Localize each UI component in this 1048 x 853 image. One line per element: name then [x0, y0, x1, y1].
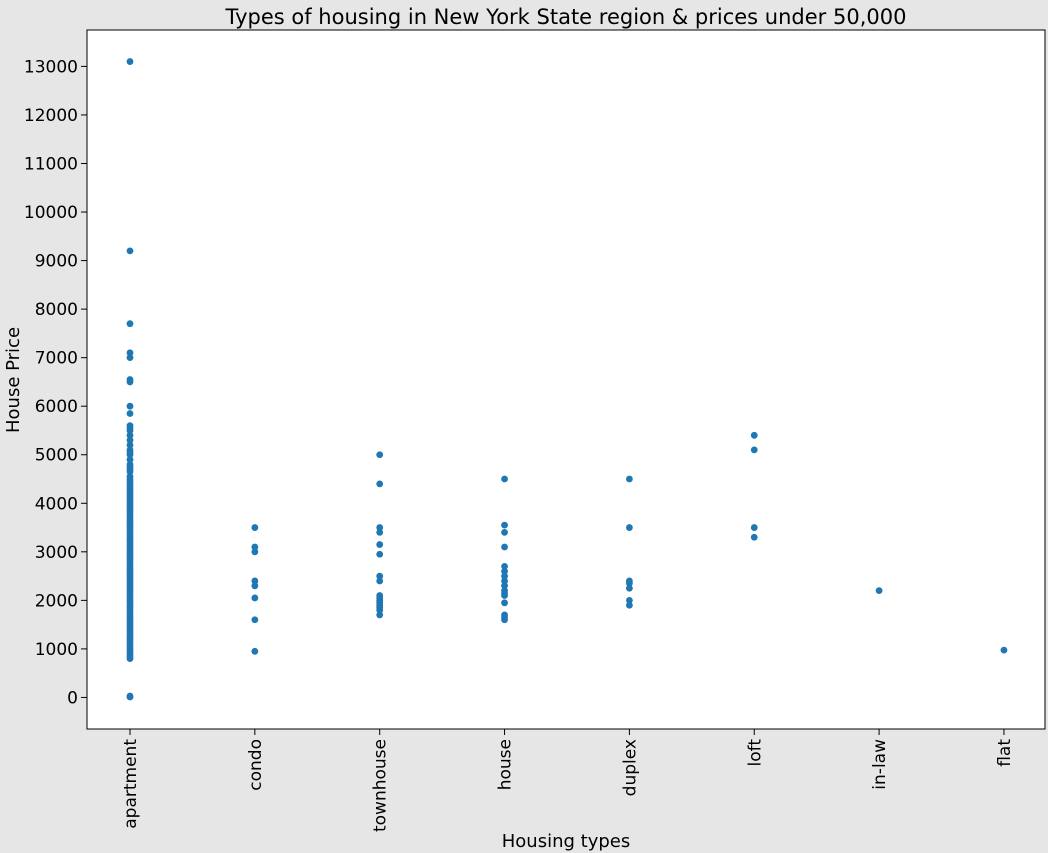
- x-axis-ticks: apartment condo townhouse house duplex loft in…: [121, 729, 1015, 832]
- data-point: [501, 543, 508, 551]
- y-tick-label: 5000: [35, 446, 78, 466]
- data-point: [376, 577, 384, 585]
- x-tick-label: apartment: [121, 739, 141, 829]
- data-point: [501, 521, 508, 529]
- data-point: [251, 616, 259, 624]
- data-point: [126, 378, 134, 386]
- data-point: [126, 410, 134, 417]
- y-tick-label: 7000: [35, 349, 78, 369]
- y-tick-label: 4000: [35, 494, 78, 514]
- data-point: [376, 550, 384, 558]
- x-tick-label: townhouse: [371, 739, 391, 832]
- data-point: [126, 468, 134, 476]
- data-point: [501, 567, 508, 575]
- x-tick-label: flat: [995, 739, 1015, 767]
- data-point: [750, 431, 758, 439]
- data-point: [126, 58, 134, 65]
- data-point: [501, 562, 508, 570]
- chart-title: Types of housing in New York State regio…: [225, 5, 907, 29]
- y-tick-label: 8000: [35, 300, 78, 320]
- data-point: [126, 427, 134, 434]
- data-point: [126, 655, 134, 663]
- data-point: [501, 529, 508, 536]
- data-point: [750, 446, 758, 454]
- data-point: [501, 572, 508, 580]
- data-point: [501, 592, 508, 599]
- data-point: [626, 601, 633, 609]
- data-point: [501, 582, 508, 590]
- data-point: [126, 693, 134, 701]
- data-point: [251, 647, 259, 655]
- data-point: [126, 451, 134, 459]
- data-point: [1000, 646, 1008, 654]
- data-point: [376, 572, 384, 580]
- data-point: [251, 524, 259, 531]
- y-tick-label: 2000: [35, 591, 78, 611]
- y-tick-label: 11000: [24, 154, 78, 174]
- y-tick-label: 13000: [24, 57, 78, 77]
- y-tick-label: 6000: [35, 397, 78, 417]
- data-point: [126, 431, 134, 439]
- data-point: [126, 436, 134, 444]
- data-points: [126, 58, 1008, 701]
- x-tick-label: duplex: [620, 739, 640, 796]
- data-point: [126, 320, 134, 328]
- data-point: [126, 441, 134, 449]
- data-point: [251, 594, 259, 602]
- data-point: [126, 402, 134, 410]
- data-point: [126, 349, 134, 357]
- y-tick-label: 10000: [24, 203, 78, 223]
- y-tick-label: 1000: [35, 640, 78, 660]
- data-point: [251, 543, 259, 551]
- y-tick-label: 9000: [35, 252, 78, 272]
- data-point: [501, 599, 508, 607]
- data-point: [750, 533, 758, 541]
- x-tick-label: house: [496, 739, 516, 790]
- data-point: [126, 247, 134, 255]
- data-point: [626, 475, 633, 483]
- data-point: [251, 577, 259, 585]
- y-tick-label: 12000: [24, 106, 78, 126]
- data-point: [626, 596, 633, 604]
- data-point: [376, 480, 384, 488]
- x-tick-label: condo: [246, 739, 266, 791]
- x-axis-label: Housing types: [502, 831, 630, 852]
- data-point: [626, 584, 633, 592]
- y-tick-label: 3000: [35, 543, 78, 563]
- x-tick-label: loft: [745, 739, 765, 767]
- data-point: [376, 529, 384, 536]
- data-point: [376, 451, 384, 459]
- x-tick-label: in-law: [870, 739, 890, 790]
- data-point: [376, 541, 384, 548]
- data-point: [126, 456, 134, 463]
- y-axis-label: House Price: [3, 327, 24, 433]
- data-point: [376, 524, 384, 531]
- data-point: [501, 616, 508, 624]
- y-tick-label: 0: [67, 688, 78, 708]
- data-point: [126, 354, 134, 362]
- data-point: [501, 577, 508, 585]
- data-point: [251, 582, 259, 590]
- data-point: [626, 524, 633, 531]
- data-point: [251, 548, 259, 556]
- data-point: [376, 606, 384, 614]
- data-point: [376, 611, 384, 619]
- data-point: [501, 475, 508, 483]
- data-point: [875, 587, 883, 595]
- plot-area: [86, 29, 1046, 730]
- y-axis-ticks: 0 1000 2000 3000 4000 5000 6000 7000 8000 9000 100…: [24, 57, 87, 708]
- data-point: [626, 579, 633, 587]
- data-point: [750, 524, 758, 531]
